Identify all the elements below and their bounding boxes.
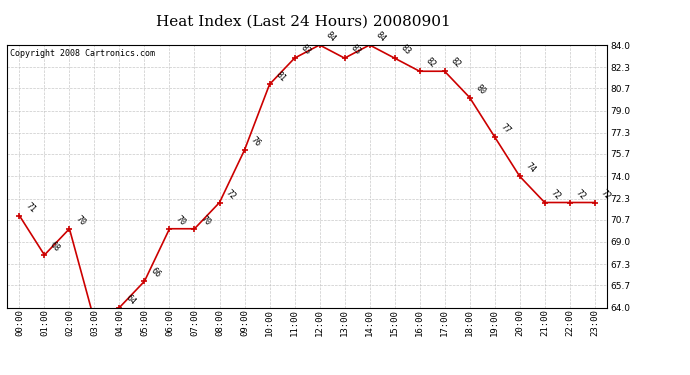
Text: 74: 74	[524, 161, 538, 175]
Text: 82: 82	[448, 56, 462, 70]
Text: 76: 76	[248, 135, 262, 148]
Text: 64: 64	[124, 292, 137, 306]
Text: 83: 83	[299, 43, 312, 57]
Text: 68: 68	[48, 240, 62, 254]
Text: 72: 72	[574, 188, 587, 201]
Text: 83: 83	[399, 43, 412, 57]
Text: 63: 63	[0, 374, 1, 375]
Text: 80: 80	[474, 82, 487, 96]
Text: 70: 70	[199, 214, 212, 227]
Text: 72: 72	[599, 188, 612, 201]
Text: Copyright 2008 Cartronics.com: Copyright 2008 Cartronics.com	[10, 49, 155, 58]
Text: 70: 70	[74, 214, 87, 227]
Text: 70: 70	[174, 214, 187, 227]
Text: 84: 84	[324, 30, 337, 44]
Text: 81: 81	[274, 69, 287, 83]
Text: 66: 66	[148, 266, 162, 280]
Text: 72: 72	[549, 188, 562, 201]
Text: 84: 84	[374, 30, 387, 44]
Text: 83: 83	[348, 43, 362, 57]
Text: 82: 82	[424, 56, 437, 70]
Text: Heat Index (Last 24 Hours) 20080901: Heat Index (Last 24 Hours) 20080901	[156, 15, 451, 29]
Text: 71: 71	[23, 201, 37, 214]
Text: 72: 72	[224, 188, 237, 201]
Text: 77: 77	[499, 122, 512, 135]
